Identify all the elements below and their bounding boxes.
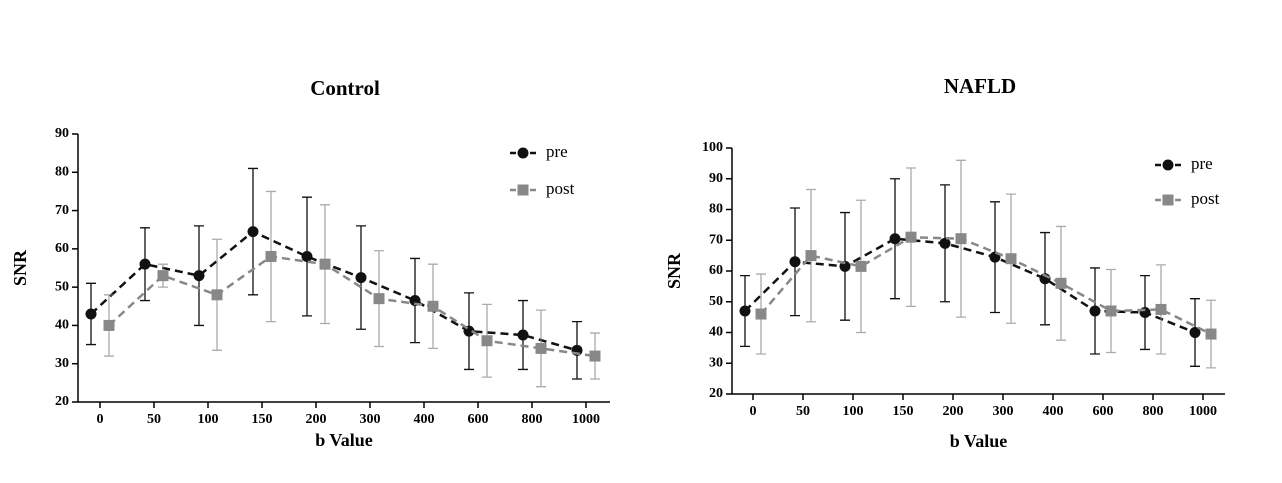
y-tick-label: 80 (709, 202, 723, 217)
x-tick-label: 400 (1043, 404, 1064, 419)
data-point (789, 256, 801, 268)
x-tick-label: 0 (97, 412, 104, 427)
data-point (1089, 305, 1101, 317)
series (739, 178, 1201, 367)
series (755, 159, 1217, 369)
x-tick-label: 200 (306, 412, 327, 427)
y-tick-label: 50 (709, 294, 723, 309)
data-point (211, 289, 223, 301)
legend-label: post (546, 179, 575, 198)
y-tick-label: 20 (55, 394, 69, 409)
y-axis-label: SNR (10, 249, 30, 286)
series-line (108, 255, 596, 358)
y-tick-label: 60 (55, 241, 69, 256)
data-point (247, 226, 259, 238)
data-point (157, 270, 169, 282)
y-tick-label: 30 (55, 356, 69, 371)
data-point (905, 231, 917, 243)
x-tick-label: 400 (414, 412, 435, 427)
y-tick-label: 100 (702, 140, 723, 155)
data-point (939, 237, 951, 249)
x-tick-label: 800 (1143, 404, 1164, 419)
data-point (1155, 303, 1167, 315)
y-tick-label: 20 (709, 386, 723, 401)
chart-title: Control (310, 76, 380, 100)
data-point (739, 305, 751, 317)
x-axis-label: b Value (950, 431, 1008, 451)
y-tick-label: 80 (55, 165, 69, 180)
x-tick-label: 600 (1093, 404, 1114, 419)
data-point (1055, 277, 1067, 289)
y-axis-label: SNR (664, 252, 684, 289)
legend-marker (1162, 194, 1174, 206)
data-point (535, 342, 547, 354)
data-point (1005, 253, 1017, 265)
legend-marker (517, 184, 529, 196)
series-line (90, 230, 578, 352)
data-point (805, 250, 817, 262)
y-tick-label: 70 (55, 203, 69, 218)
data-point (427, 300, 439, 312)
x-axis-label: b Value (315, 430, 373, 450)
data-point (481, 335, 493, 347)
x-tick-label: 50 (147, 412, 161, 427)
legend-label: pre (1191, 154, 1213, 173)
y-tick-label: 30 (709, 355, 723, 370)
x-tick-label: 600 (468, 412, 489, 427)
data-point (889, 233, 901, 245)
data-point (517, 329, 529, 341)
y-tick-label: 90 (709, 171, 723, 186)
series-line (744, 237, 1196, 334)
series (85, 167, 583, 380)
x-tick-label: 1000 (572, 412, 600, 427)
data-point (193, 270, 205, 282)
data-point (301, 251, 313, 263)
data-point (265, 251, 277, 263)
x-tick-label: 100 (843, 404, 864, 419)
y-tick-label: 40 (709, 325, 723, 340)
y-tick-label: 90 (55, 126, 69, 141)
x-tick-label: 50 (796, 404, 810, 419)
x-tick-label: 150 (252, 412, 273, 427)
data-point (1139, 307, 1151, 319)
data-point (1189, 327, 1201, 338)
data-point (355, 272, 367, 284)
chart-title: NAFLD (944, 74, 1016, 98)
x-tick-label: 200 (943, 404, 964, 419)
legend-label: pre (546, 142, 568, 161)
series (103, 190, 601, 388)
data-point (755, 308, 767, 320)
x-tick-label: 0 (750, 404, 757, 419)
legend-marker (1162, 159, 1174, 171)
data-point (85, 308, 97, 320)
y-tick-label: 60 (709, 263, 723, 278)
x-tick-label: 300 (360, 412, 381, 427)
data-point (103, 319, 115, 331)
legend-label: post (1191, 189, 1220, 208)
data-point (373, 293, 385, 305)
data-point (1105, 305, 1117, 317)
data-point (139, 258, 151, 270)
x-tick-label: 150 (893, 404, 914, 419)
data-point (855, 260, 867, 272)
x-tick-label: 1000 (1189, 404, 1217, 419)
y-tick-label: 70 (709, 232, 723, 247)
x-tick-label: 100 (198, 412, 219, 427)
data-point (839, 260, 851, 272)
data-point (589, 350, 601, 362)
data-point (955, 233, 967, 245)
x-tick-label: 800 (522, 412, 543, 427)
y-tick-label: 40 (55, 318, 69, 333)
data-point (1205, 328, 1217, 340)
data-point (319, 258, 331, 270)
legend-marker (517, 147, 529, 159)
series-line (760, 235, 1212, 336)
x-tick-label: 300 (993, 404, 1014, 419)
y-tick-label: 50 (55, 279, 69, 294)
